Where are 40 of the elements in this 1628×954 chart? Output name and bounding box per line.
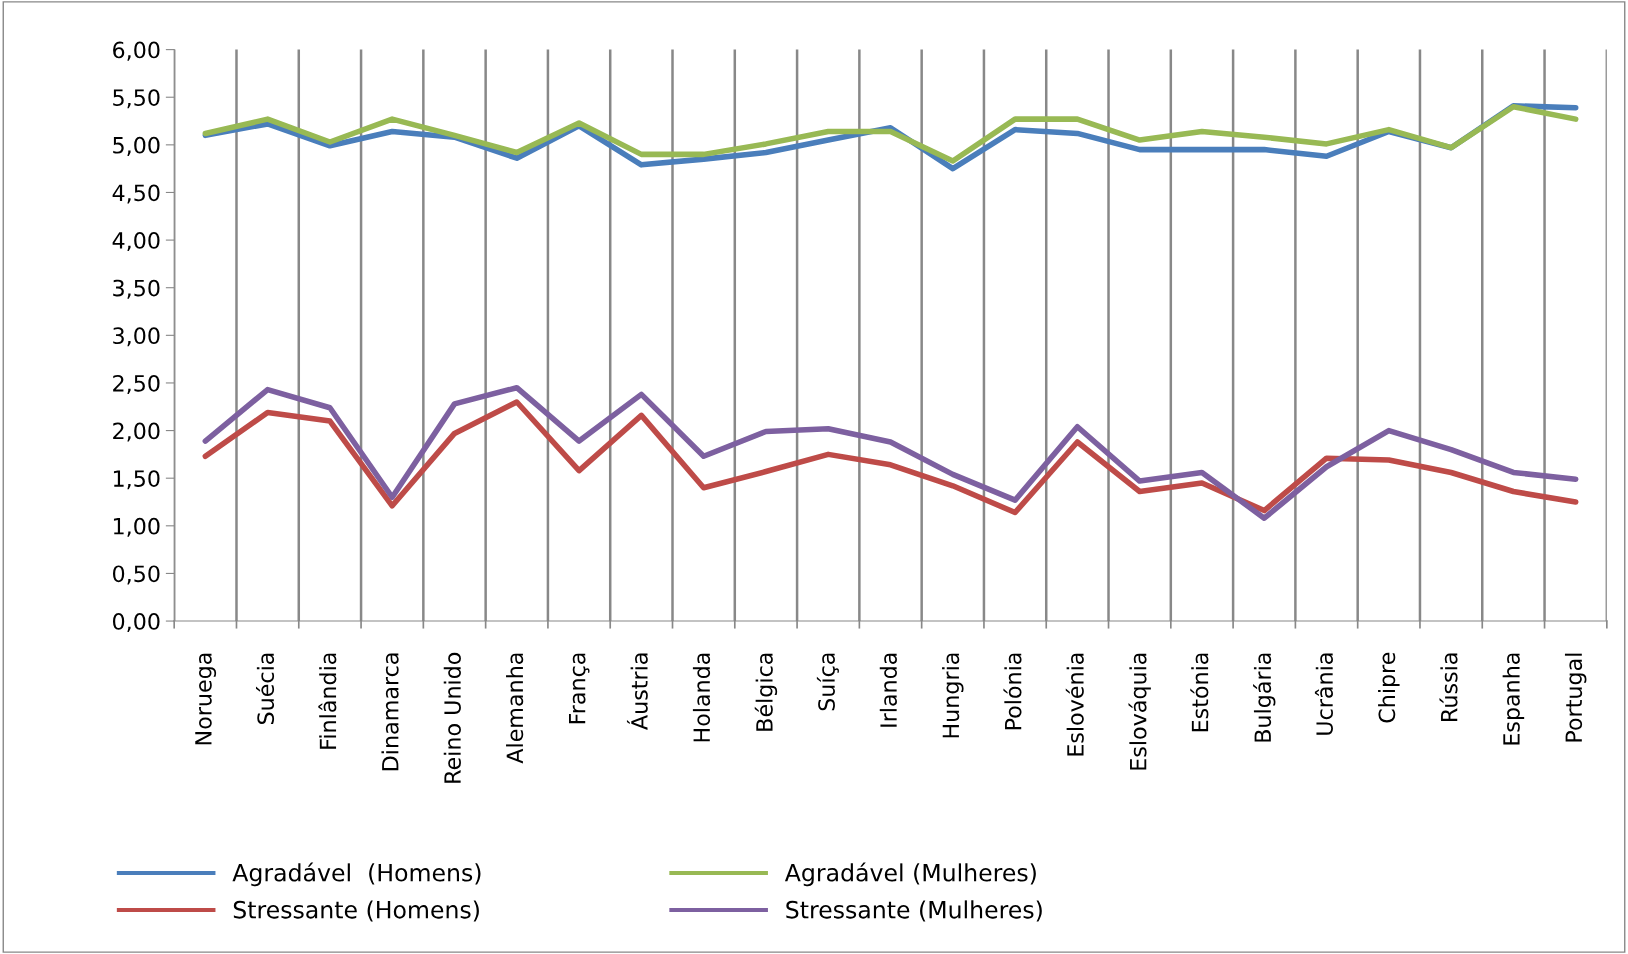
y-tick-label: 4,00	[112, 232, 160, 252]
y-tick-label: 0,00	[112, 613, 160, 633]
x-tick-label: Estónia	[1190, 653, 1209, 732]
x-tick-label: Chipre	[1378, 652, 1400, 723]
legend-label: Agradável (Mulheres)	[784, 862, 1036, 887]
x-tick-label: Finlândia	[318, 653, 337, 749]
x-tick-label: Eslováquia	[1128, 653, 1151, 770]
y-tick-label: 1,00	[113, 517, 160, 537]
x-tick-label: Suíça	[816, 653, 839, 711]
x-tick-label: Bélgica	[754, 653, 778, 731]
y-tick-label: 2,50	[113, 374, 160, 394]
x-tick-label: Holanda	[692, 653, 711, 742]
x-tick-label: Dinamarca	[381, 653, 399, 771]
x-tick-label: Eslovénia	[1065, 653, 1084, 756]
y-tick-label: 6,00	[113, 41, 160, 61]
x-tick-label: Polónia	[1003, 653, 1022, 730]
x-tick-label: Alemanha	[506, 653, 524, 764]
x-tick-label: Rússia	[1439, 653, 1458, 721]
x-tick-label: Reino Unido	[443, 652, 461, 783]
x-tick-label: Áustria	[626, 653, 648, 730]
y-tick-label: 5,50	[113, 89, 160, 109]
y-tick-label: 2,00	[113, 422, 160, 442]
y-tick-label: 0,50	[112, 565, 160, 585]
y-tick-label: 3,00	[113, 327, 160, 347]
x-tick-label: Ucrânia	[1314, 653, 1333, 735]
x-tick-label: Espanha	[1502, 653, 1525, 745]
x-tick-label: Irlanda	[879, 653, 897, 727]
legend-label: Agradável (Homens)	[232, 862, 481, 887]
x-tick-label: Noruega	[195, 653, 217, 745]
y-tick-label: 4,50	[112, 184, 160, 204]
x-tick-label: Hungria	[942, 653, 964, 738]
y-tick-label: 5,00	[113, 136, 160, 156]
y-tick-label: 1,50	[113, 470, 160, 490]
x-tick-label: Suécia	[255, 653, 275, 725]
x-tick-label: Bulgária	[1253, 653, 1276, 742]
x-tick-label: França	[569, 653, 590, 724]
legend-label: Stressante (Homens)	[233, 900, 479, 922]
x-tick-label: Portugal	[1564, 653, 1587, 742]
y-tick-label: 3,50	[113, 279, 160, 299]
legend-label: Stressante (Mulheres)	[786, 900, 1042, 922]
